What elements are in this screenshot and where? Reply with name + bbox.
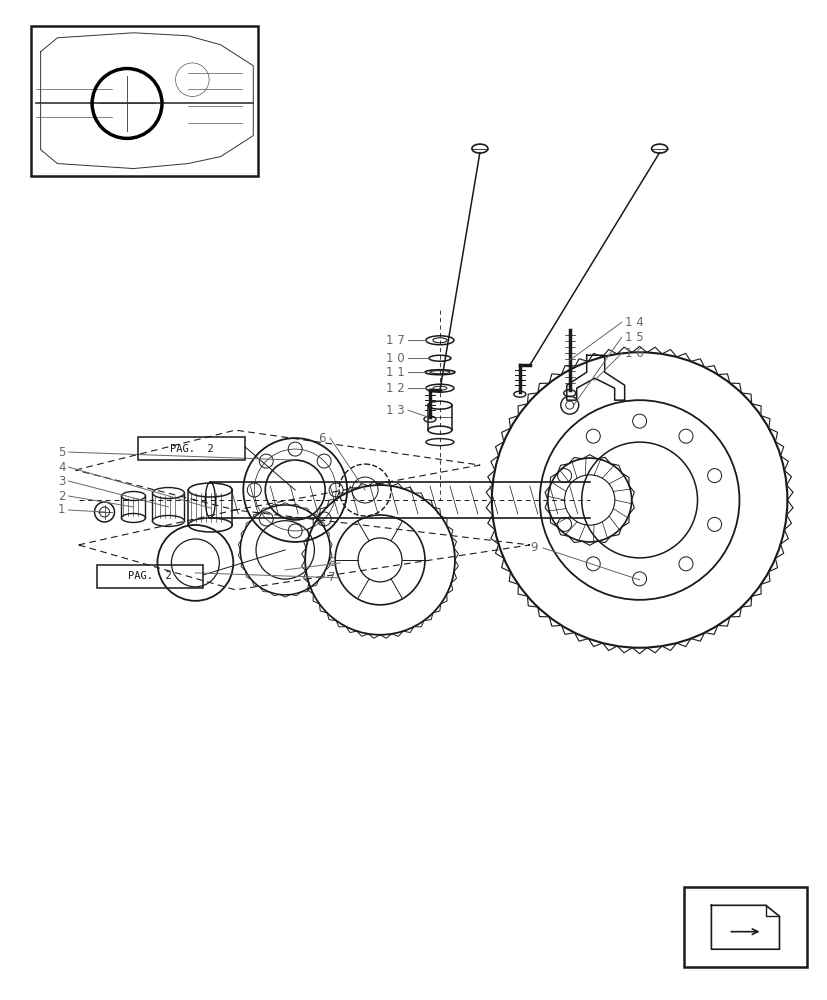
Text: 1 3: 1 3: [386, 404, 404, 417]
Text: PAG.  2: PAG. 2: [128, 571, 172, 581]
Text: 1 4: 1 4: [624, 316, 643, 329]
Text: 1 7: 1 7: [386, 334, 404, 347]
Bar: [97, 565, 203, 588]
Text: PAG.  2: PAG. 2: [170, 444, 213, 454]
Text: 5: 5: [58, 446, 65, 459]
Text: 3: 3: [58, 475, 65, 488]
Text: 8: 8: [327, 556, 335, 569]
Bar: [31, 26, 258, 176]
Text: 1 1: 1 1: [386, 366, 404, 379]
Text: 1 5: 1 5: [624, 331, 643, 344]
Text: 1 6: 1 6: [624, 347, 643, 360]
Text: 1: 1: [58, 503, 65, 516]
Bar: [138, 437, 245, 460]
Text: 2: 2: [58, 490, 65, 503]
Text: 4: 4: [58, 461, 65, 474]
Text: 1 2: 1 2: [386, 382, 404, 395]
Text: 6: 6: [318, 432, 325, 445]
Text: 9: 9: [529, 541, 538, 554]
Bar: [683, 887, 806, 967]
Text: 7: 7: [327, 571, 335, 584]
Text: 1 0: 1 0: [386, 352, 404, 365]
